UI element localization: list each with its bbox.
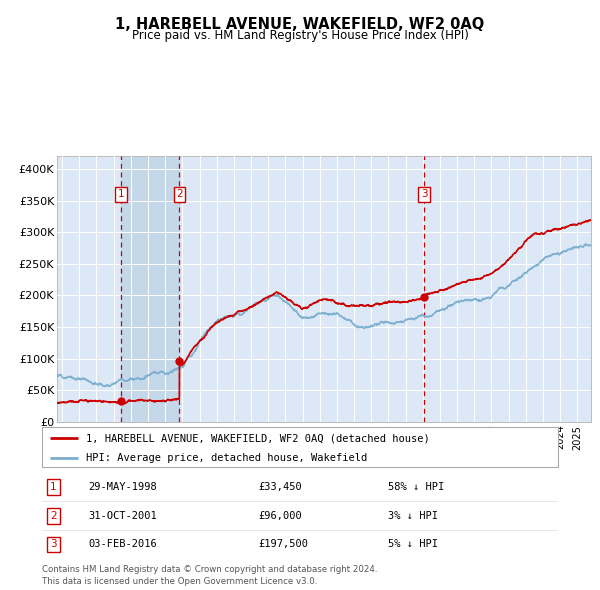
Text: 03-FEB-2016: 03-FEB-2016 (88, 539, 157, 549)
Text: This data is licensed under the Open Government Licence v3.0.: This data is licensed under the Open Gov… (42, 577, 317, 586)
Text: 29-MAY-1998: 29-MAY-1998 (88, 482, 157, 492)
Text: 3% ↓ HPI: 3% ↓ HPI (388, 511, 438, 520)
Text: £96,000: £96,000 (259, 511, 302, 520)
Text: £197,500: £197,500 (259, 539, 309, 549)
FancyBboxPatch shape (42, 427, 558, 467)
Text: 1, HAREBELL AVENUE, WAKEFIELD, WF2 0AQ: 1, HAREBELL AVENUE, WAKEFIELD, WF2 0AQ (115, 17, 485, 31)
Text: 31-OCT-2001: 31-OCT-2001 (88, 511, 157, 520)
Text: 58% ↓ HPI: 58% ↓ HPI (388, 482, 444, 492)
Text: 1: 1 (118, 189, 124, 199)
Text: 2: 2 (176, 189, 183, 199)
Text: 1: 1 (50, 482, 56, 492)
Text: 1, HAREBELL AVENUE, WAKEFIELD, WF2 0AQ (detached house): 1, HAREBELL AVENUE, WAKEFIELD, WF2 0AQ (… (86, 434, 430, 444)
Text: 3: 3 (421, 189, 428, 199)
Text: 5% ↓ HPI: 5% ↓ HPI (388, 539, 438, 549)
Text: 3: 3 (50, 539, 56, 549)
Text: Contains HM Land Registry data © Crown copyright and database right 2024.: Contains HM Land Registry data © Crown c… (42, 565, 377, 574)
Text: £33,450: £33,450 (259, 482, 302, 492)
Text: 2: 2 (50, 511, 56, 520)
Text: HPI: Average price, detached house, Wakefield: HPI: Average price, detached house, Wake… (86, 454, 367, 464)
Text: Price paid vs. HM Land Registry's House Price Index (HPI): Price paid vs. HM Land Registry's House … (131, 30, 469, 42)
Bar (121, 156, 179, 422)
